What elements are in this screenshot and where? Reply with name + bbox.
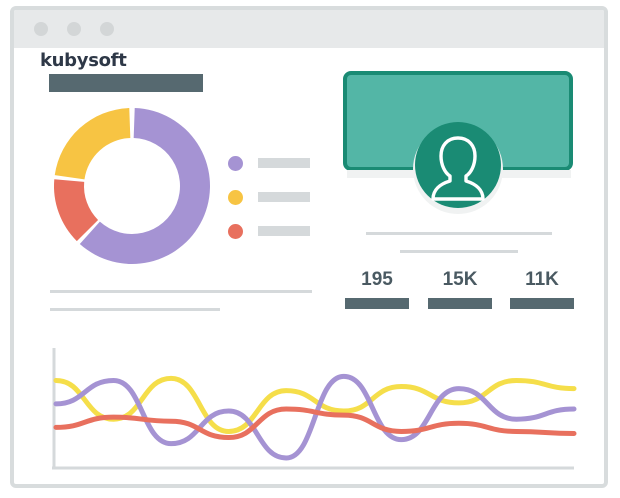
profile-card: [343, 71, 573, 214]
user-avatar-icon: [431, 136, 485, 201]
divider-line-2: [50, 308, 220, 311]
page-title-placeholder: [49, 74, 203, 92]
window-control-dot-2[interactable]: [67, 22, 81, 36]
legend-red-dot-icon: [228, 224, 243, 239]
stat-label-bar-1: [345, 298, 409, 309]
donut-segment-red: [54, 179, 99, 242]
stat-label-bar-2: [428, 298, 492, 309]
stat-value-1: 195: [361, 269, 393, 290]
app-window: kubysoft 195 15K 11K: [10, 6, 608, 488]
chart-series-2-line: [53, 373, 577, 461]
window-titlebar: [14, 10, 604, 48]
legend-yellow-label: [258, 192, 310, 202]
donut-segment-purple: [79, 108, 211, 264]
donut-segment-yellow: [54, 108, 131, 180]
legend-yellow-dot-icon: [228, 190, 243, 205]
stat-label-bar-3: [510, 298, 574, 309]
stat-value-3: 11K: [525, 269, 559, 290]
legend-purple-dot-icon: [228, 156, 243, 171]
profile-name-line: [366, 232, 552, 235]
stat-value-2: 15K: [442, 269, 478, 290]
donut-chart: [54, 108, 211, 264]
window-control-dot-3[interactable]: [100, 22, 114, 36]
divider-line-1: [50, 290, 312, 293]
line-chart: [52, 348, 577, 470]
brand-logo: kubysoft: [40, 50, 127, 71]
window-control-dot-1[interactable]: [34, 22, 48, 36]
chart-series-3-line: [53, 406, 577, 441]
profile-subtitle-line: [400, 250, 518, 253]
legend-red-label: [258, 226, 310, 236]
legend-purple-label: [258, 158, 310, 168]
